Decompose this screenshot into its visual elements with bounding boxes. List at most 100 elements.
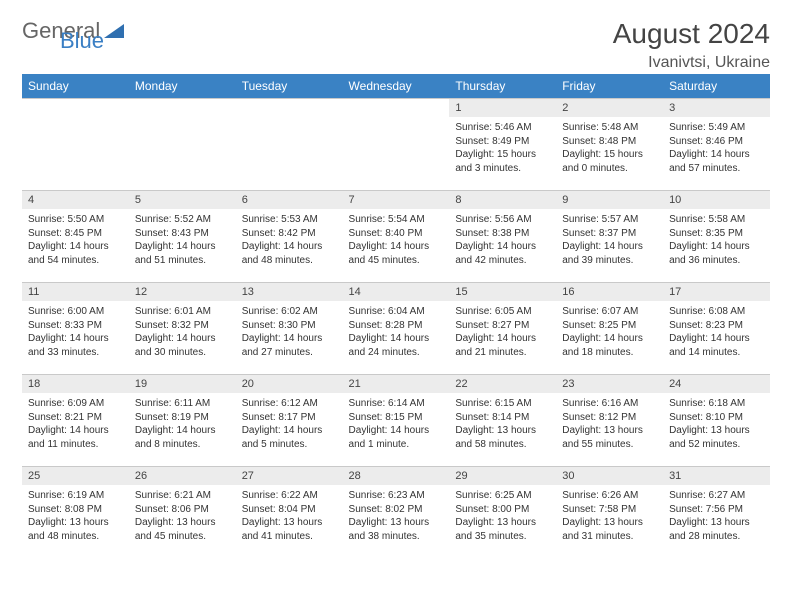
day-data: Sunrise: 5:49 AMSunset: 8:46 PMDaylight:… (663, 117, 770, 181)
day-number: 7 (343, 191, 450, 209)
day-data: Sunrise: 5:52 AMSunset: 8:43 PMDaylight:… (129, 209, 236, 273)
day-data: Sunrise: 6:12 AMSunset: 8:17 PMDaylight:… (236, 393, 343, 457)
calendar-cell: 17Sunrise: 6:08 AMSunset: 8:23 PMDayligh… (663, 283, 770, 375)
day-data: Sunrise: 6:02 AMSunset: 8:30 PMDaylight:… (236, 301, 343, 365)
day-data: Sunrise: 6:00 AMSunset: 8:33 PMDaylight:… (22, 301, 129, 365)
calendar-cell: 19Sunrise: 6:11 AMSunset: 8:19 PMDayligh… (129, 375, 236, 467)
day-number: 21 (343, 375, 450, 393)
title-block: August 2024 Ivanivtsi, Ukraine (613, 18, 770, 72)
day-data: Sunrise: 6:16 AMSunset: 8:12 PMDaylight:… (556, 393, 663, 457)
calendar-cell: 22Sunrise: 6:15 AMSunset: 8:14 PMDayligh… (449, 375, 556, 467)
day-number: 17 (663, 283, 770, 301)
calendar-cell: 31Sunrise: 6:27 AMSunset: 7:56 PMDayligh… (663, 467, 770, 559)
calendar-week-row: 25Sunrise: 6:19 AMSunset: 8:08 PMDayligh… (22, 467, 770, 559)
calendar-cell: 14Sunrise: 6:04 AMSunset: 8:28 PMDayligh… (343, 283, 450, 375)
day-number: 1 (449, 99, 556, 117)
calendar-cell: 15Sunrise: 6:05 AMSunset: 8:27 PMDayligh… (449, 283, 556, 375)
weekday-header: Sunday (22, 74, 129, 99)
weekday-header-row: Sunday Monday Tuesday Wednesday Thursday… (22, 74, 770, 99)
day-data: Sunrise: 6:07 AMSunset: 8:25 PMDaylight:… (556, 301, 663, 365)
weekday-header: Monday (129, 74, 236, 99)
day-number: 11 (22, 283, 129, 301)
day-number: 23 (556, 375, 663, 393)
calendar-cell: 26Sunrise: 6:21 AMSunset: 8:06 PMDayligh… (129, 467, 236, 559)
calendar-cell: 16Sunrise: 6:07 AMSunset: 8:25 PMDayligh… (556, 283, 663, 375)
month-title: August 2024 (613, 18, 770, 50)
day-number: 29 (449, 467, 556, 485)
day-number: 2 (556, 99, 663, 117)
day-data: Sunrise: 5:50 AMSunset: 8:45 PMDaylight:… (22, 209, 129, 273)
calendar-cell: 3Sunrise: 5:49 AMSunset: 8:46 PMDaylight… (663, 99, 770, 191)
day-data: Sunrise: 6:05 AMSunset: 8:27 PMDaylight:… (449, 301, 556, 365)
day-number: 24 (663, 375, 770, 393)
brand-part2-wrap: Blue (22, 28, 142, 54)
day-data: Sunrise: 6:15 AMSunset: 8:14 PMDaylight:… (449, 393, 556, 457)
day-data: Sunrise: 6:11 AMSunset: 8:19 PMDaylight:… (129, 393, 236, 457)
day-data: Sunrise: 6:18 AMSunset: 8:10 PMDaylight:… (663, 393, 770, 457)
day-data: Sunrise: 6:14 AMSunset: 8:15 PMDaylight:… (343, 393, 450, 457)
day-number: 3 (663, 99, 770, 117)
day-number-empty (22, 99, 129, 117)
day-number: 22 (449, 375, 556, 393)
weekday-header: Thursday (449, 74, 556, 99)
calendar-cell (129, 99, 236, 191)
day-number-empty (129, 99, 236, 117)
calendar-cell: 4Sunrise: 5:50 AMSunset: 8:45 PMDaylight… (22, 191, 129, 283)
calendar-week-row: 4Sunrise: 5:50 AMSunset: 8:45 PMDaylight… (22, 191, 770, 283)
weekday-header: Friday (556, 74, 663, 99)
calendar-cell: 29Sunrise: 6:25 AMSunset: 8:00 PMDayligh… (449, 467, 556, 559)
calendar-cell: 8Sunrise: 5:56 AMSunset: 8:38 PMDaylight… (449, 191, 556, 283)
day-number: 4 (22, 191, 129, 209)
day-number: 8 (449, 191, 556, 209)
calendar-cell: 27Sunrise: 6:22 AMSunset: 8:04 PMDayligh… (236, 467, 343, 559)
brand-part2: Blue (60, 28, 142, 54)
day-data: Sunrise: 5:58 AMSunset: 8:35 PMDaylight:… (663, 209, 770, 273)
calendar-cell: 23Sunrise: 6:16 AMSunset: 8:12 PMDayligh… (556, 375, 663, 467)
day-number: 27 (236, 467, 343, 485)
day-data: Sunrise: 5:54 AMSunset: 8:40 PMDaylight:… (343, 209, 450, 273)
calendar-cell: 30Sunrise: 6:26 AMSunset: 7:58 PMDayligh… (556, 467, 663, 559)
day-data: Sunrise: 5:46 AMSunset: 8:49 PMDaylight:… (449, 117, 556, 181)
day-data: Sunrise: 5:53 AMSunset: 8:42 PMDaylight:… (236, 209, 343, 273)
calendar-cell: 1Sunrise: 5:46 AMSunset: 8:49 PMDaylight… (449, 99, 556, 191)
day-number: 12 (129, 283, 236, 301)
day-number: 16 (556, 283, 663, 301)
day-number: 26 (129, 467, 236, 485)
calendar-cell: 18Sunrise: 6:09 AMSunset: 8:21 PMDayligh… (22, 375, 129, 467)
calendar-cell: 5Sunrise: 5:52 AMSunset: 8:43 PMDaylight… (129, 191, 236, 283)
calendar-cell: 10Sunrise: 5:58 AMSunset: 8:35 PMDayligh… (663, 191, 770, 283)
calendar-cell: 20Sunrise: 6:12 AMSunset: 8:17 PMDayligh… (236, 375, 343, 467)
day-number: 25 (22, 467, 129, 485)
day-number: 30 (556, 467, 663, 485)
calendar-cell: 24Sunrise: 6:18 AMSunset: 8:10 PMDayligh… (663, 375, 770, 467)
weekday-header: Tuesday (236, 74, 343, 99)
day-data: Sunrise: 5:48 AMSunset: 8:48 PMDaylight:… (556, 117, 663, 181)
day-number: 9 (556, 191, 663, 209)
day-data: Sunrise: 6:09 AMSunset: 8:21 PMDaylight:… (22, 393, 129, 457)
day-data: Sunrise: 6:21 AMSunset: 8:06 PMDaylight:… (129, 485, 236, 549)
day-number: 15 (449, 283, 556, 301)
calendar-table: Sunday Monday Tuesday Wednesday Thursday… (22, 74, 770, 559)
calendar-cell: 21Sunrise: 6:14 AMSunset: 8:15 PMDayligh… (343, 375, 450, 467)
day-number: 13 (236, 283, 343, 301)
calendar-week-row: 1Sunrise: 5:46 AMSunset: 8:49 PMDaylight… (22, 99, 770, 191)
day-data: Sunrise: 6:25 AMSunset: 8:00 PMDaylight:… (449, 485, 556, 549)
day-data: Sunrise: 6:19 AMSunset: 8:08 PMDaylight:… (22, 485, 129, 549)
day-data: Sunrise: 6:27 AMSunset: 7:56 PMDaylight:… (663, 485, 770, 549)
calendar-cell: 9Sunrise: 5:57 AMSunset: 8:37 PMDaylight… (556, 191, 663, 283)
day-number: 19 (129, 375, 236, 393)
day-number-empty (236, 99, 343, 117)
weekday-header: Wednesday (343, 74, 450, 99)
day-data: Sunrise: 6:22 AMSunset: 8:04 PMDaylight:… (236, 485, 343, 549)
day-number: 28 (343, 467, 450, 485)
calendar-week-row: 11Sunrise: 6:00 AMSunset: 8:33 PMDayligh… (22, 283, 770, 375)
calendar-cell: 25Sunrise: 6:19 AMSunset: 8:08 PMDayligh… (22, 467, 129, 559)
day-data: Sunrise: 6:01 AMSunset: 8:32 PMDaylight:… (129, 301, 236, 365)
day-data: Sunrise: 5:56 AMSunset: 8:38 PMDaylight:… (449, 209, 556, 273)
calendar-cell: 28Sunrise: 6:23 AMSunset: 8:02 PMDayligh… (343, 467, 450, 559)
day-data: Sunrise: 6:23 AMSunset: 8:02 PMDaylight:… (343, 485, 450, 549)
day-number: 5 (129, 191, 236, 209)
day-data: Sunrise: 6:08 AMSunset: 8:23 PMDaylight:… (663, 301, 770, 365)
weekday-header: Saturday (663, 74, 770, 99)
day-number: 31 (663, 467, 770, 485)
